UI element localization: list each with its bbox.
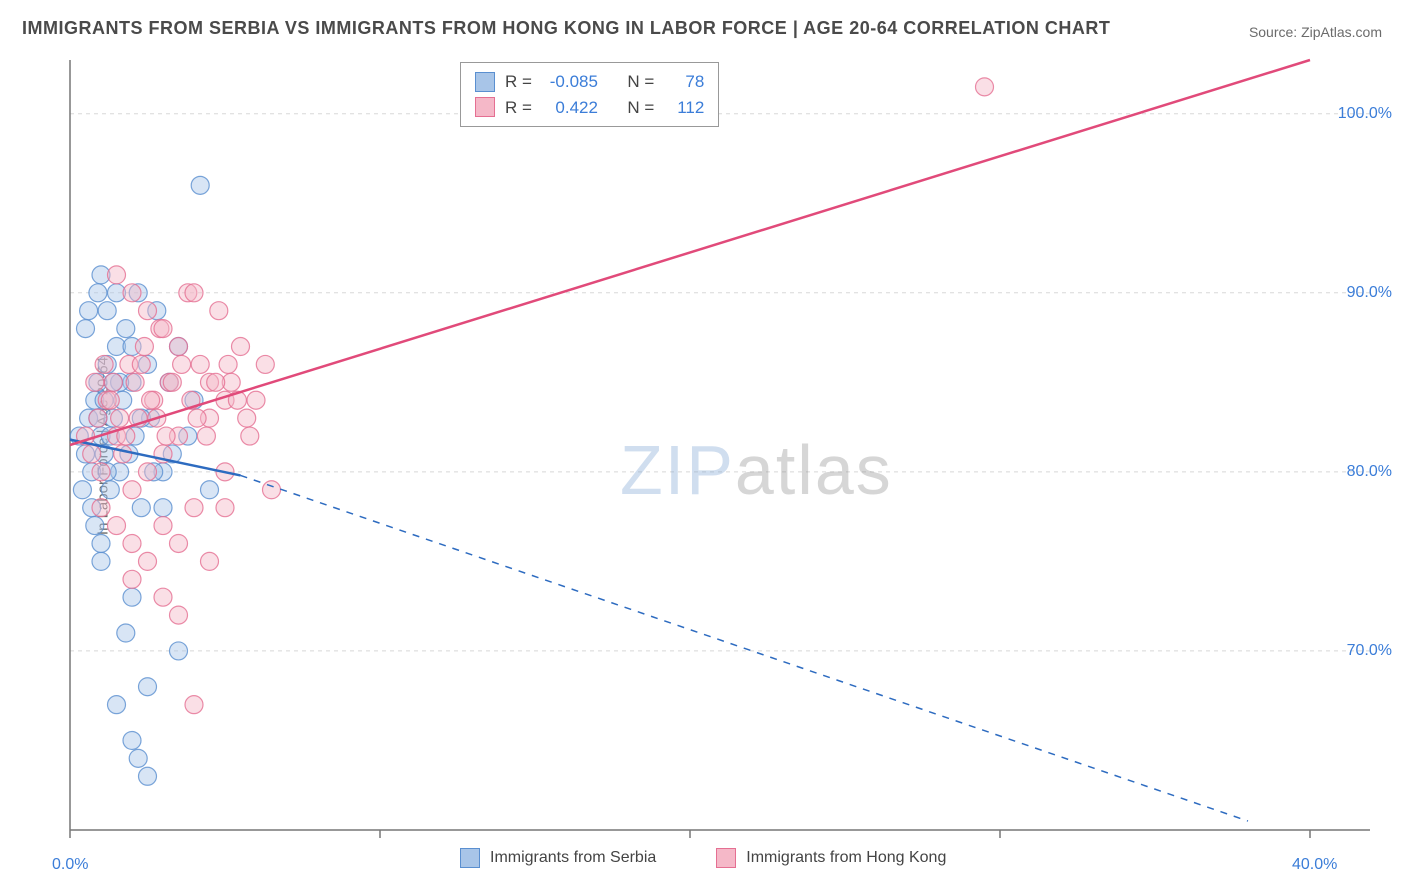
chart-plot-area: ZIPatlas R =-0.085 N =78 R =0.422 N =112… [60,50,1390,850]
stats-row: R = 0.422 N = 112 [475,95,704,121]
legend-bottom: Immigrants from Serbia Immigrants from Ho… [460,848,946,868]
source-attribution: Source: ZipAtlas.com [1249,24,1382,40]
series-swatch [475,97,495,117]
y-tick-label: 70.0% [1347,642,1392,660]
stat-r-value: -0.085 [542,69,598,95]
legend-item: Immigrants from Hong Kong [716,848,946,868]
y-tick-label: 90.0% [1347,284,1392,302]
y-tick-label: 100.0% [1338,105,1392,123]
stat-n-value: 112 [664,95,704,121]
y-tick-label: 80.0% [1347,463,1392,481]
stat-r-label: R = [505,95,532,121]
stat-r-label: R = [505,69,532,95]
stat-n-label: N = [627,69,654,95]
correlation-stats-box: R = -0.085 N = 78 R = 0.422 N = 112 [460,62,719,127]
chart-title: IMMIGRANTS FROM SERBIA VS IMMIGRANTS FRO… [22,18,1110,39]
legend-item: Immigrants from Serbia [460,848,656,868]
legend-label: Immigrants from Hong Kong [746,849,946,867]
chart-svg [60,50,1390,850]
x-tick-label: 0.0% [52,856,88,874]
legend-swatch [716,848,736,868]
legend-label: Immigrants from Serbia [490,849,656,867]
stat-r-value: 0.422 [542,95,598,121]
x-tick-label: 40.0% [1292,856,1337,874]
stats-row: R = -0.085 N = 78 [475,69,704,95]
series-swatch [475,72,495,92]
stat-n-label: N = [627,95,654,121]
stat-n-value: 78 [664,69,704,95]
legend-swatch [460,848,480,868]
